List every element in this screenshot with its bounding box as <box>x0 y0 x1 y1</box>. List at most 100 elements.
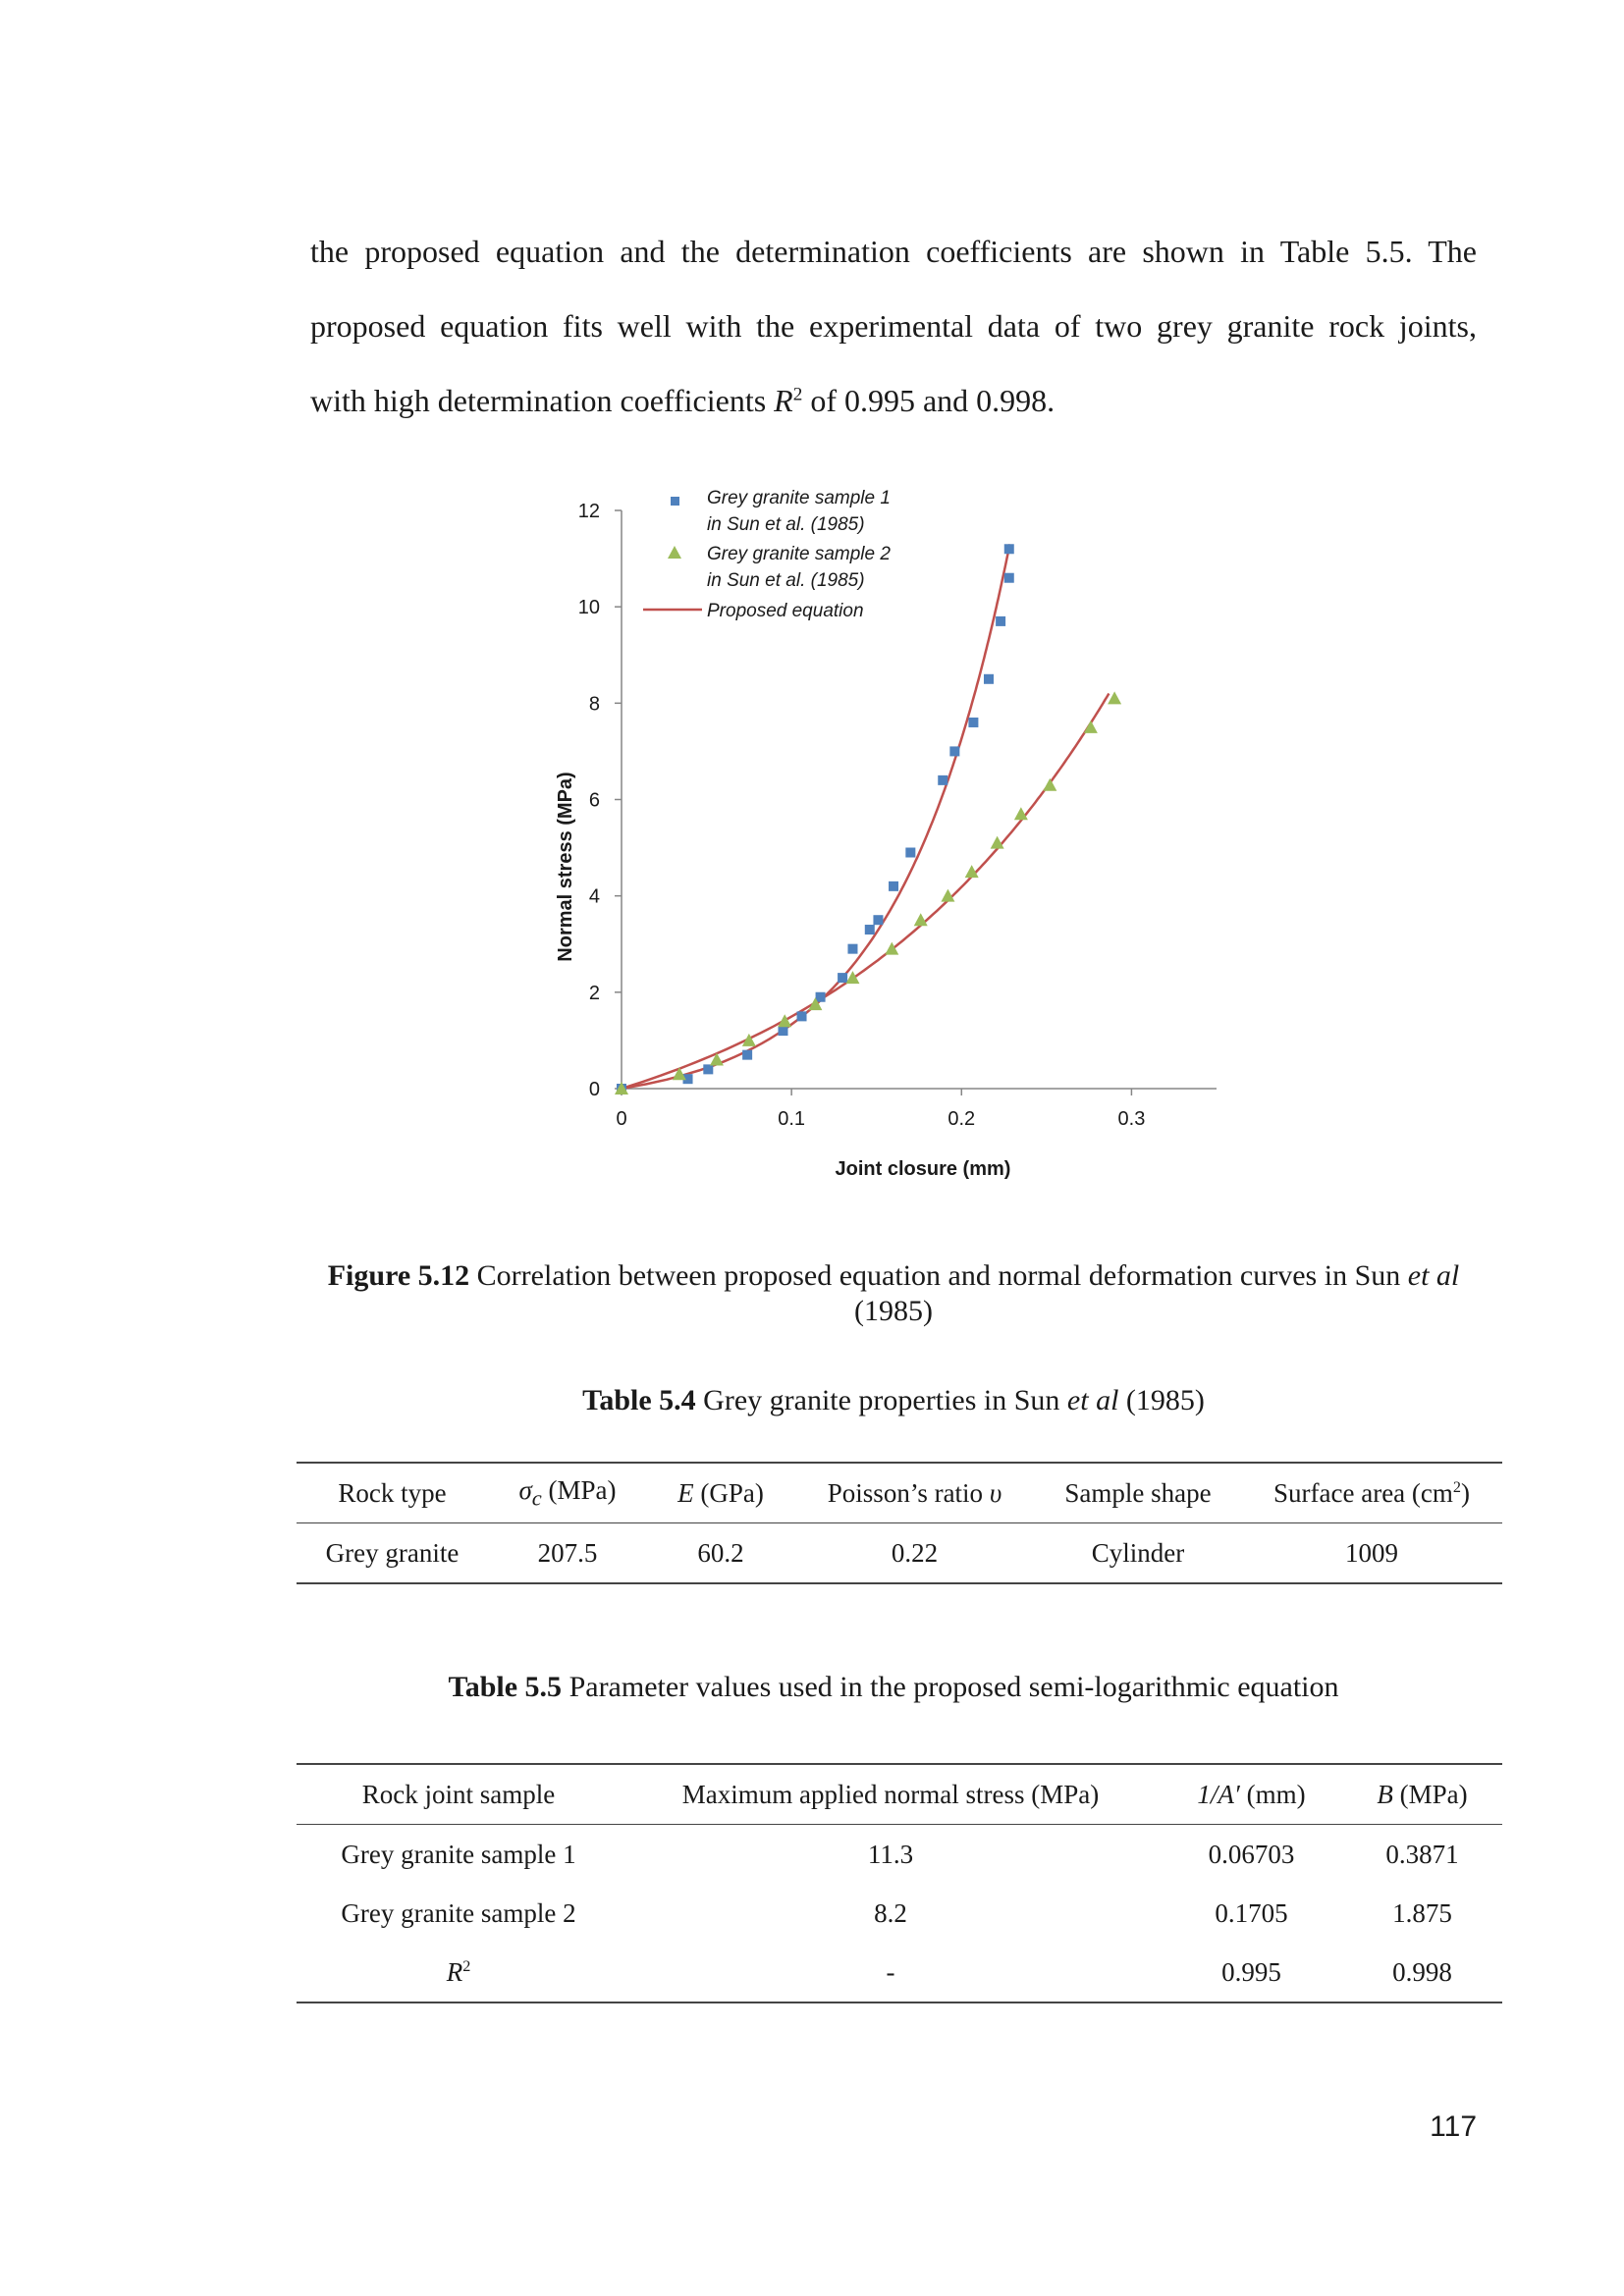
table-cell: R2 <box>297 1943 621 2002</box>
table55-header-b: B (MPa) <box>1342 1764 1502 1825</box>
chart-axes: 0 2 4 6 8 10 12 0 0.1 0.2 0.3 <box>578 501 1217 1130</box>
r-variable: R <box>774 383 793 418</box>
table-cell: 1.875 <box>1392 1897 1452 1928</box>
y-tick-label: 8 <box>589 693 600 715</box>
paragraph-line: the proposed equation and the determinat… <box>310 234 1477 269</box>
table-row: Grey granite sample 1 11.3 0.06703 0.387… <box>297 1824 1502 1885</box>
paragraph-text: of 0.995 and 0.998. <box>802 383 1056 418</box>
inv-a-unit: (mm) <box>1239 1779 1306 1809</box>
table-row: R2 - 0.995 0.998 <box>297 1943 1502 2002</box>
b-symbol: B <box>1377 1779 1393 1809</box>
table54-label: Table 5.4 <box>582 1384 696 1416</box>
sample1-point <box>873 915 884 926</box>
e-symbol: E <box>677 1477 694 1508</box>
table-cell: 0.3871 <box>1385 1839 1459 1869</box>
table-cell: Cylinder <box>1091 1537 1185 1568</box>
table54: Rock type σc (MPa) E (GPa) Poisson’s rat… <box>297 1462 1502 1584</box>
table54-caption-year: (1985) <box>1118 1384 1205 1416</box>
table55-caption-text: Parameter values used in the proposed se… <box>562 1671 1339 1703</box>
b-unit: (MPa) <box>1392 1779 1468 1809</box>
sample1-point <box>1003 572 1014 583</box>
sample1-point <box>815 991 826 1002</box>
paragraph-text: with high determination coefficients <box>310 383 775 418</box>
sample1-point <box>742 1049 753 1060</box>
legend-entry: Proposed equation <box>707 601 864 621</box>
sample2-point <box>845 971 860 985</box>
sample1-point <box>847 943 858 954</box>
legend-square-marker <box>671 497 679 506</box>
normal-stress-chart: 0 2 4 6 8 10 12 0 0.1 0.2 0.3 Grey granite sample … <box>555 488 1217 1180</box>
x-tick-label: 0.2 <box>947 1108 975 1130</box>
y-tick-label: 10 <box>578 597 600 618</box>
sample2-point <box>1043 777 1057 791</box>
table-cell: Grey granite <box>325 1537 460 1568</box>
sample1-point <box>983 673 994 684</box>
sample2-point <box>1013 807 1028 821</box>
sample1-point <box>796 1011 807 1022</box>
table54-header-row: Rock type σc (MPa) E (GPa) Poisson’s rat… <box>297 1463 1502 1523</box>
area-superscript: 2 <box>1452 1477 1461 1496</box>
table55-label: Table 5.5 <box>448 1671 563 1703</box>
sample2-point <box>1108 691 1122 705</box>
legend-entry: Grey granite sample 2 <box>707 544 891 564</box>
table-cell: 60.2 <box>697 1537 744 1568</box>
x-axis-label: Joint closure (mm) <box>836 1158 1011 1180</box>
poisson-symbol: υ <box>989 1477 1002 1508</box>
table-cell: 11.3 <box>867 1839 914 1869</box>
sample1-point <box>864 925 875 935</box>
sample2-point <box>885 941 899 955</box>
table55: Rock joint sample Maximum applied normal… <box>297 1763 1502 2003</box>
sample2-point <box>964 865 979 879</box>
table55-header-row: Rock joint sample Maximum applied normal… <box>297 1764 1502 1825</box>
inv-a-symbol: 1/A′ <box>1197 1779 1240 1809</box>
table55-header-max-stress: Maximum applied normal stress (MPa) <box>681 1779 1100 1809</box>
x-tick-label: 0.3 <box>1118 1108 1146 1130</box>
table54-caption-etal: et al <box>1066 1384 1119 1416</box>
figure-label: Figure 5.12 <box>327 1259 470 1292</box>
table54-header-e: E (GPa) <box>647 1463 794 1523</box>
table-cell: 0.06703 <box>1208 1839 1295 1869</box>
sample2-point <box>778 1014 792 1028</box>
table-cell: 0.995 <box>1221 1956 1281 1987</box>
table54-caption-text: Grey granite properties in Sun <box>695 1384 1067 1416</box>
y-tick-label: 2 <box>589 983 600 1004</box>
figure-caption-text: Correlation between proposed equation an… <box>469 1259 1408 1292</box>
table54-header-poisson: Poisson’s ratio υ <box>794 1463 1035 1523</box>
x-tick-label: 0.1 <box>778 1108 805 1130</box>
legend-entry: in Sun et al. (1985) <box>707 514 865 535</box>
table54-header-shape: Sample shape <box>1064 1477 1212 1508</box>
r2-variable: R <box>446 1956 463 1987</box>
sample2-point <box>913 913 928 927</box>
sample2-point <box>941 888 955 902</box>
area-close: ) <box>1460 1477 1470 1508</box>
table55-header-inv-a: 1/A′ (mm) <box>1161 1764 1342 1825</box>
table-cell: 0.1705 <box>1215 1897 1288 1928</box>
sample2-point <box>672 1067 686 1081</box>
body-paragraph: the proposed equation and the determinat… <box>310 214 1477 438</box>
sample2-point <box>808 997 823 1011</box>
legend-triangle-marker <box>668 546 681 559</box>
sample1-point <box>682 1074 693 1085</box>
table54-header-area: Surface area (cm2) <box>1241 1463 1502 1523</box>
table-row: Grey granite sample 2 8.2 0.1705 1.875 <box>297 1884 1502 1943</box>
table-cell: 1009 <box>1345 1537 1398 1568</box>
sample1-point <box>889 881 899 891</box>
y-tick-label: 6 <box>589 790 600 812</box>
sample1-point <box>703 1064 714 1075</box>
sample2-point <box>615 1082 628 1095</box>
table-cell: - <box>886 1956 895 1987</box>
sample1-point <box>778 1026 788 1037</box>
y-tick-label: 12 <box>578 501 600 522</box>
y-tick-label: 0 <box>589 1079 600 1100</box>
table-cell: 207.5 <box>537 1537 598 1568</box>
sample1-point <box>968 717 979 727</box>
sample2-point <box>1083 720 1098 733</box>
page-number: 117 <box>1430 2110 1477 2143</box>
table-cell: Grey granite sample 1 <box>341 1839 576 1869</box>
chart-plot <box>615 544 1122 1095</box>
sample1-point <box>996 615 1006 626</box>
figure-caption: Figure 5.12 Correlation between proposed… <box>310 1258 1477 1329</box>
poisson-label: Poisson’s ratio <box>827 1477 990 1508</box>
sample2-point <box>741 1033 756 1046</box>
sample1-point <box>938 774 948 785</box>
